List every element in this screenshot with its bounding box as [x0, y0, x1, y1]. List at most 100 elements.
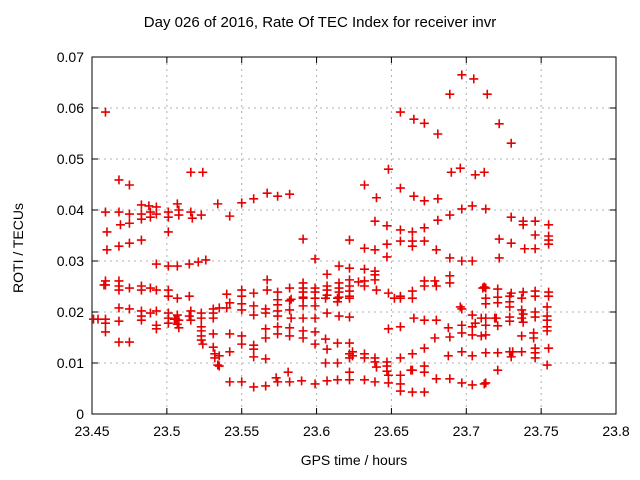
data-point [334, 261, 344, 271]
data-point [273, 377, 283, 387]
data-point [249, 288, 259, 298]
data-point [249, 344, 259, 354]
data-point [505, 316, 515, 326]
data-point [285, 331, 295, 341]
data-point [345, 367, 355, 377]
data-point [359, 264, 369, 274]
data-point [395, 353, 405, 363]
data-point [506, 138, 516, 148]
data-point [283, 367, 293, 377]
data-point [184, 259, 194, 269]
x-tick-label: 23.7 [453, 423, 480, 439]
data-point [201, 255, 211, 265]
data-point [225, 211, 235, 221]
data-point [419, 196, 429, 206]
data-point [371, 285, 381, 295]
data-point [430, 276, 440, 286]
data-point [382, 239, 392, 249]
data-point [518, 220, 528, 230]
data-point [457, 256, 467, 266]
data-point [467, 330, 477, 340]
data-point [208, 342, 218, 352]
data-point [114, 303, 124, 313]
data-point [145, 308, 155, 318]
data-point [482, 89, 492, 99]
data-point [542, 326, 552, 336]
x-axis-label: GPS time / hours [300, 452, 408, 468]
data-point [345, 375, 355, 385]
data-point [136, 214, 146, 224]
data-point [481, 330, 491, 340]
data-point [187, 213, 197, 223]
data-point [431, 245, 441, 255]
data-point [261, 333, 271, 343]
data-point [395, 107, 405, 117]
y-axis-label: ROTI / TECUs [10, 203, 26, 293]
data-point [370, 245, 380, 255]
data-point [298, 234, 308, 244]
data-point [544, 239, 554, 249]
data-point [151, 259, 161, 269]
data-point [273, 191, 283, 201]
data-point [419, 223, 429, 233]
data-point [114, 316, 124, 326]
data-point [407, 241, 417, 251]
data-point [124, 180, 134, 190]
data-point [115, 220, 125, 230]
data-point [285, 305, 295, 315]
x-tick-label: 23.75 [524, 423, 559, 439]
data-point [249, 352, 259, 362]
data-point [136, 200, 146, 210]
data-point [225, 347, 235, 357]
data-point [517, 331, 527, 341]
data-point [383, 378, 393, 388]
data-point [213, 360, 223, 370]
data-point [136, 285, 146, 295]
data-point [419, 387, 429, 397]
data-point [431, 315, 441, 325]
data-point [430, 333, 440, 343]
data-point [359, 375, 369, 385]
data-point [407, 227, 417, 237]
data-point [407, 387, 417, 397]
data-point [208, 313, 218, 323]
data-point [490, 313, 500, 323]
data-point [285, 296, 295, 306]
x-tick-label: 23.8 [602, 423, 629, 439]
data-point [262, 188, 272, 198]
data-point [493, 348, 503, 358]
data-point [419, 315, 429, 325]
data-point [334, 292, 344, 302]
data-point [407, 349, 417, 359]
data-point [193, 257, 203, 267]
data-point [476, 331, 486, 341]
data-point [285, 323, 295, 333]
data-point [214, 361, 224, 371]
data-point [382, 252, 392, 262]
data-point [261, 381, 271, 391]
data-point [517, 293, 527, 303]
data-point [467, 380, 477, 390]
data-point [445, 210, 455, 220]
data-point [100, 327, 110, 337]
data-point [517, 347, 527, 357]
data-point [370, 357, 380, 367]
data-point [322, 308, 332, 318]
data-point [494, 234, 504, 244]
data-point [530, 216, 540, 226]
data-point [249, 194, 259, 204]
data-point [237, 291, 247, 301]
data-point [518, 309, 528, 319]
data-point [409, 114, 419, 124]
data-point [124, 218, 134, 228]
data-point [544, 291, 554, 301]
data-point [517, 313, 527, 323]
data-point [273, 287, 283, 297]
data-point [174, 323, 184, 333]
data-point [210, 353, 220, 363]
data-point [345, 312, 355, 322]
data-point [446, 167, 456, 177]
data-point [237, 377, 247, 387]
